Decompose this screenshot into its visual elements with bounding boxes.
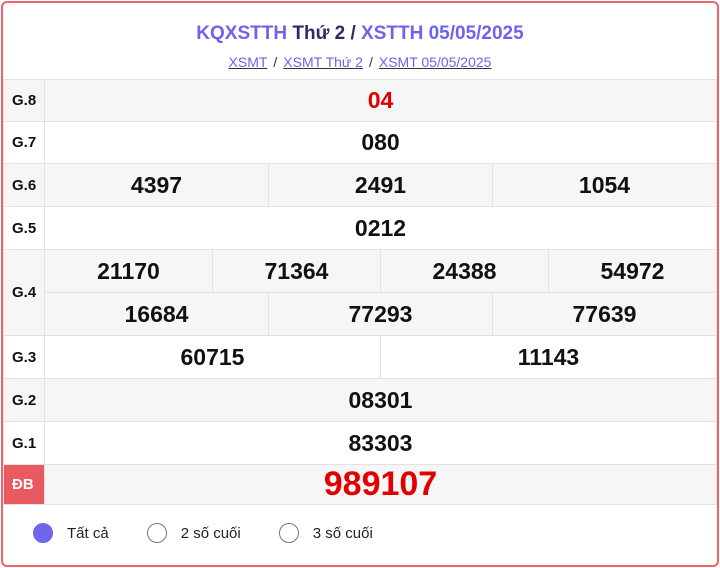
row-g6: G.6 4397 2491 1054: [3, 163, 717, 207]
prize-number: 16684: [44, 292, 269, 336]
prize-number: 77639: [492, 292, 717, 336]
row-g8: G.8 04: [3, 79, 717, 122]
filter-last-2[interactable]: 2 số cuối: [146, 523, 241, 543]
breadcrumb-xsmt[interactable]: XSMT: [228, 54, 268, 70]
special-prize-label: ĐB: [3, 464, 45, 505]
prize-number: 83303: [44, 421, 717, 465]
prize-number: 11143: [380, 335, 717, 379]
prize-label: G.2: [3, 378, 45, 422]
row-db: ĐB 989107: [3, 464, 717, 505]
filter-label: Tất cả: [67, 524, 109, 542]
results-table: G.8 04 G.7 080 G.6 4397 2491 1054 G.5 0212 G.4…: [3, 79, 717, 505]
prize-number: 21170: [44, 249, 213, 293]
prize-label: G.5: [3, 206, 45, 250]
breadcrumb-xsmt-date[interactable]: XSMT 05/05/2025: [378, 54, 492, 70]
prize-number: 2491: [268, 163, 493, 207]
breadcrumb: XSMT / XSMT Thứ 2 / XSMT 05/05/2025: [3, 54, 717, 70]
prize-label: G.3: [3, 335, 45, 379]
special-prize-number: 989107: [44, 464, 717, 505]
prize-label: G.8: [3, 79, 45, 122]
row-g3: G.3 60715 11143: [3, 335, 717, 379]
prize-number: 0212: [44, 206, 717, 250]
filter-last-3[interactable]: 3 số cuối: [278, 523, 373, 543]
radio-icon[interactable]: [146, 523, 167, 543]
title-date-link[interactable]: XSTTH 05/05/2025: [361, 23, 524, 44]
row-g1: G.1 83303: [3, 421, 717, 465]
radio-icon[interactable]: [278, 523, 299, 543]
prize-number: 08301: [44, 378, 717, 422]
row-g7: G.7 080: [3, 121, 717, 164]
breadcrumb-xsmt-day[interactable]: XSMT Thứ 2: [283, 54, 363, 70]
prize-number: 60715: [44, 335, 381, 379]
row-g5: G.5 0212: [3, 206, 717, 250]
prize-label: G.6: [3, 163, 45, 207]
prize-number: 24388: [380, 249, 549, 293]
row-g2: G.2 08301: [3, 378, 717, 422]
prize-label: G.1: [3, 421, 45, 465]
page-title: KQXSTTH Thứ 2 / XSTTH 05/05/2025: [3, 23, 717, 45]
prize-number: 4397: [44, 163, 269, 207]
filter-all[interactable]: Tất cả: [33, 523, 109, 543]
filter-label: 3 số cuối: [312, 524, 373, 542]
title-day: Thứ 2: [292, 23, 346, 44]
prize-number: 04: [44, 79, 717, 122]
radio-selected-icon[interactable]: [33, 523, 53, 543]
row-g4: G.4 21170 71364 24388 54972: [3, 249, 717, 336]
prize-number: 77293: [268, 292, 493, 336]
prize-label: G.7: [3, 121, 45, 164]
prize-number: 54972: [548, 249, 717, 293]
title-link[interactable]: KQXSTTH: [196, 23, 288, 44]
prize-label: G.4: [3, 249, 45, 336]
filter-label: 2 số cuối: [180, 524, 241, 542]
digit-filter: Tất cả 2 số cuối 3 số cuối: [33, 523, 411, 543]
prize-number: 080: [44, 121, 717, 164]
breadcrumb-sep: /: [368, 54, 373, 70]
breadcrumb-sep: /: [273, 54, 278, 70]
row-g4b: 16684 77293 77639: [4, 292, 717, 336]
prize-number: 1054: [492, 163, 717, 207]
title-sep: /: [350, 23, 356, 44]
prize-number: 71364: [212, 249, 381, 293]
